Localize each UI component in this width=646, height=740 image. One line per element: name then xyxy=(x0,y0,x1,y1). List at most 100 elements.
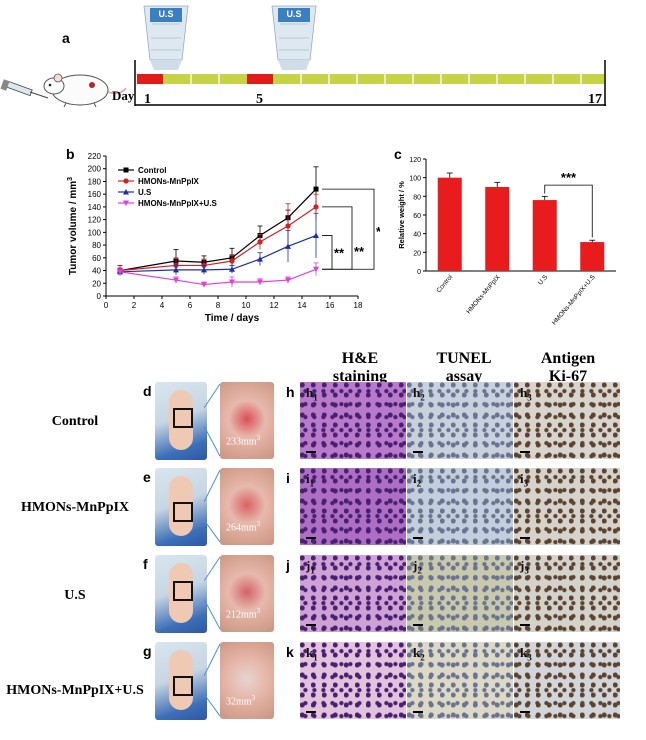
column-header-tunel: TUNEL assay xyxy=(436,350,492,385)
tissue-image: i1 xyxy=(300,468,406,545)
bar xyxy=(437,177,462,271)
zoom-connector xyxy=(204,383,220,457)
day-label: Day xyxy=(112,88,135,103)
data-point xyxy=(285,223,291,229)
tissue-image: h3 xyxy=(514,382,620,459)
panel-label-d: d xyxy=(143,383,152,399)
scale-bar xyxy=(306,711,316,713)
panel-label-k: k xyxy=(286,644,294,660)
tissue-label: j1 xyxy=(306,558,315,576)
significance-bracket xyxy=(544,184,593,238)
panel-label-h: h xyxy=(286,384,295,400)
category-label: HMONs-MnPpIX+U.S xyxy=(551,273,597,326)
x-tick-label: 12 xyxy=(270,301,279,310)
data-point xyxy=(257,256,263,262)
y-axis-label: Tumor volume / mm3 xyxy=(67,177,79,275)
data-point xyxy=(117,269,123,275)
column-header-he: H&E staining xyxy=(332,350,388,385)
significance-label: ** xyxy=(354,244,365,259)
series-hmons-mnppix-u-s xyxy=(117,262,319,288)
data-point xyxy=(123,167,129,173)
significance-bracket-1 xyxy=(322,235,333,270)
row-label: HMONs-MnPpIX xyxy=(20,500,130,515)
y-tick-label: 60 xyxy=(92,254,101,263)
x-tick-label: 18 xyxy=(354,301,363,310)
x-tick-label: 8 xyxy=(216,301,221,310)
tissue-image: k2 xyxy=(407,642,513,719)
tissue-label: h3 xyxy=(520,385,532,403)
panel-label-b: b xyxy=(66,146,75,162)
panel-label-f: f xyxy=(143,556,148,572)
cup-label-2: U.S xyxy=(286,9,302,19)
y-tick-label: 120 xyxy=(409,157,421,164)
y-tick-label: 20 xyxy=(413,250,421,257)
y-tick-label: 0 xyxy=(417,269,421,276)
x-axis-label: Time / days xyxy=(205,313,260,324)
data-point xyxy=(173,277,179,284)
data-point xyxy=(313,204,319,210)
data-point xyxy=(201,266,207,273)
tissue-image: i2 xyxy=(407,468,513,545)
relative-weight-chart: 0 20 40 60 80 100 120 Relative weight / % Contro… xyxy=(397,157,616,327)
data-point xyxy=(313,266,319,273)
ultrasound-cup-icon-1 xyxy=(143,5,189,70)
x-tick-label: 10 xyxy=(242,301,251,310)
zoom-connector xyxy=(204,643,220,717)
x-tick-label: 6 xyxy=(188,301,193,310)
y-tick-label: 220 xyxy=(88,152,102,161)
mouse-photo xyxy=(155,468,207,546)
x-tick-label: 4 xyxy=(160,301,165,310)
tumor-photo: 32mm3 xyxy=(220,642,274,719)
y-tick-label: 60 xyxy=(413,213,421,220)
legend-label: Control xyxy=(138,166,166,175)
tissue-image: j1 xyxy=(300,555,406,632)
tumor-volume-label: 212mm3 xyxy=(226,606,261,620)
category-label: HMONs-MnPpIX xyxy=(465,273,502,315)
tissue-label: h2 xyxy=(413,385,425,403)
tumor-volume-chart: 0 20 40 60 80 100 120 140 160 180 200 220 0 2 4 6 8 10 12 1… xyxy=(67,152,380,324)
data-point xyxy=(229,258,235,264)
mouse-photo xyxy=(155,642,207,720)
x-tick-label: 16 xyxy=(326,301,335,310)
day-5-label: 5 xyxy=(256,92,263,107)
data-point xyxy=(257,239,263,245)
data-point xyxy=(229,279,235,285)
data-point xyxy=(313,186,319,192)
tissue-image: j2 xyxy=(407,555,513,632)
data-point xyxy=(123,189,129,195)
tumor-volume-label: 233mm3 xyxy=(226,433,261,447)
data-point xyxy=(123,200,129,206)
data-point xyxy=(201,282,207,288)
scale-bar xyxy=(413,451,423,453)
legend-label: HMONs-MnPpIX+U.S xyxy=(138,199,218,208)
timeline-bar xyxy=(134,60,606,106)
significance-bracket-3 xyxy=(322,188,375,270)
y-tick-label: 100 xyxy=(409,176,421,183)
tissue-label: h1 xyxy=(306,385,318,403)
scale-bar xyxy=(520,711,530,713)
day-1-label: 1 xyxy=(144,92,151,107)
significance-label: *** xyxy=(561,170,577,185)
tumor-site-box xyxy=(173,581,193,601)
treatment-segment-day5 xyxy=(247,74,273,84)
tissue-image: h2 xyxy=(407,382,513,459)
tissue-label: i2 xyxy=(413,471,422,489)
y-tick-label: 0 xyxy=(97,292,102,301)
data-point xyxy=(229,266,235,272)
scale-bar xyxy=(520,624,530,626)
tumor-volume-label: 32mm3 xyxy=(226,693,256,707)
ultrasound-cup-icon-2 xyxy=(271,5,317,70)
tissue-image: k1 xyxy=(300,642,406,719)
tissue-label: i1 xyxy=(306,471,315,489)
scale-bar xyxy=(306,537,316,539)
scale-bar xyxy=(413,624,423,626)
mouse-illustration xyxy=(0,73,127,108)
scale-bar xyxy=(520,537,530,539)
panel-label-j: j xyxy=(286,557,290,573)
y-tick-label: 140 xyxy=(88,203,102,212)
category-label: U.S xyxy=(537,273,550,286)
scale-bar xyxy=(306,624,316,626)
significance-label: ** xyxy=(334,245,345,260)
y-tick-label: 200 xyxy=(88,165,102,174)
data-point xyxy=(173,266,179,273)
